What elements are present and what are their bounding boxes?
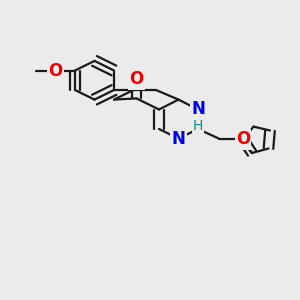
Text: N: N xyxy=(172,130,185,148)
Text: O: O xyxy=(236,130,250,148)
Text: O: O xyxy=(129,70,144,88)
Text: N: N xyxy=(191,100,205,118)
Text: H: H xyxy=(193,119,203,133)
Text: N: N xyxy=(191,100,205,118)
Text: O: O xyxy=(48,61,63,80)
